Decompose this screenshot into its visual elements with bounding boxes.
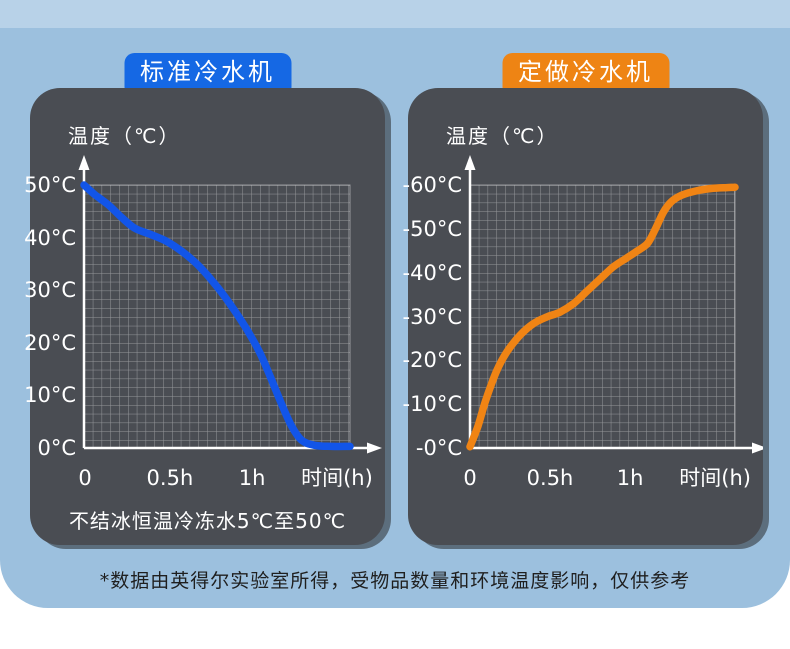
custom-chiller-plot [464, 155, 763, 454]
standard-chiller-panel: 温度（℃） 50°C 40°C 30°C 20°C 10°C 0°C 0 0.5h 1h 时间(h… [24, 88, 385, 545]
standard-chiller-plot [78, 155, 382, 454]
custom-chiller-group: 定做冷水机 温度（℃） -60°C -50°C -40°C -30°C -20°C -10… [403, 53, 763, 545]
disclaimer-note: *数据由英得尔实验室所得，受物品数量和环境温度影响，仅供参考 [99, 570, 691, 592]
y-axis-title: 温度（℃） [68, 124, 181, 148]
standard-chiller-group: 标准冷水机 温度（℃） 50°C 40°C 30°C 20°C 10°C 0°C 0 0.5h… [24, 53, 385, 545]
standard-chiller-caption: 不结冰恒温冷冻水5℃至50℃ [68, 509, 347, 533]
y-axis-title: 温度（℃） [446, 124, 559, 148]
top-strip [0, 0, 790, 28]
custom-chiller-panel: 温度（℃） -60°C -50°C -40°C -30°C -20°C -10°C -0°C… [403, 88, 763, 545]
